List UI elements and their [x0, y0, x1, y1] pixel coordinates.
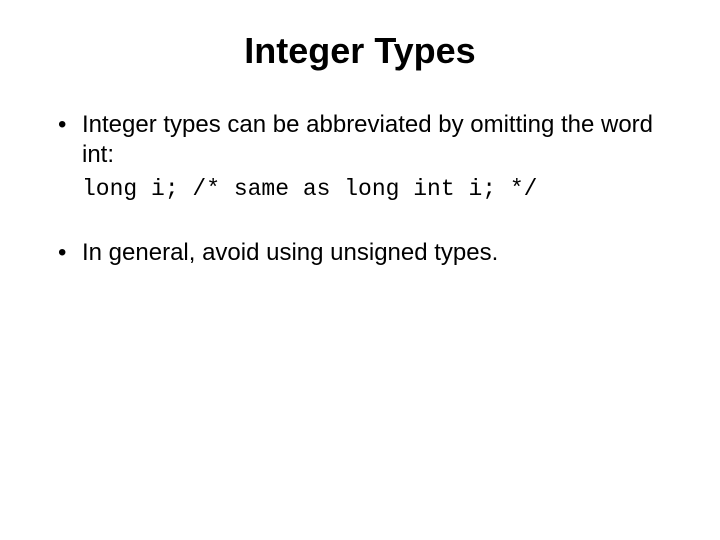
- bullet-list: Integer types can be abbreviated by omit…: [40, 110, 680, 170]
- bullet-list-2: In general, avoid using unsigned types.: [40, 238, 680, 268]
- code-example: long i; /* same as long int i; */: [40, 176, 680, 202]
- bullet-item-unsigned: In general, avoid using unsigned types.: [58, 238, 680, 268]
- bullet-item-abbreviation: Integer types can be abbreviated by omit…: [58, 110, 680, 170]
- slide-title: Integer Types: [40, 30, 680, 72]
